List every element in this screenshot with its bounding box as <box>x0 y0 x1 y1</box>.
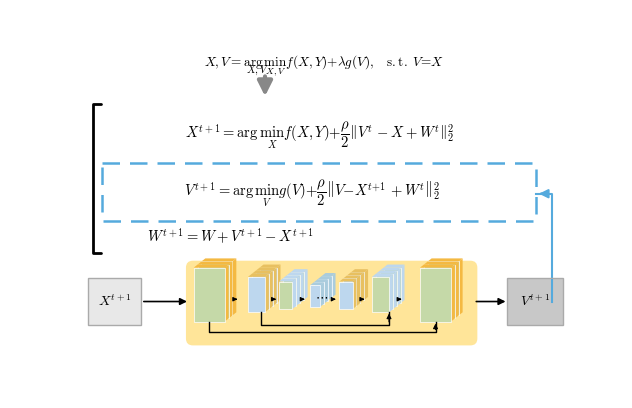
FancyBboxPatch shape <box>186 261 477 346</box>
Polygon shape <box>300 272 304 303</box>
Polygon shape <box>351 269 368 272</box>
Polygon shape <box>380 268 401 271</box>
Polygon shape <box>269 271 273 309</box>
Polygon shape <box>279 278 296 282</box>
Text: $\cdots$: $\cdots$ <box>315 290 328 304</box>
Bar <box>507 278 562 326</box>
Polygon shape <box>389 274 393 312</box>
Polygon shape <box>393 271 397 309</box>
Bar <box>428 262 459 315</box>
Polygon shape <box>202 258 236 262</box>
Polygon shape <box>364 269 368 300</box>
Polygon shape <box>397 268 401 306</box>
Polygon shape <box>360 272 364 303</box>
Text: $X, V = \arg\min_{X,V} f(X,Y)+\lambda g(V),\quad \mathrm{s.t.}\ V=X$: $X, V = \arg\min_{X,V} f(X,Y)+\lambda g(… <box>204 53 444 79</box>
Bar <box>347 275 360 303</box>
Polygon shape <box>304 269 308 300</box>
Bar <box>248 277 265 312</box>
Bar <box>198 264 229 319</box>
Text: $V^{t+1}=\arg\min_V g(V)+\dfrac{\rho}{2}\left\|V-X^{t+1}+W^t\right\|_2^2$: $V^{t+1}=\arg\min_V g(V)+\dfrac{\rho}{2}… <box>184 178 439 209</box>
Polygon shape <box>376 271 397 274</box>
Polygon shape <box>332 273 336 298</box>
Bar <box>283 278 296 306</box>
Bar <box>88 278 141 326</box>
Bar <box>287 275 300 303</box>
Text: $X^{t+1}$: $X^{t+1}$ <box>98 294 131 309</box>
Text: $W^{t+1}=W+V^{t+1}-X^{t+1}$: $W^{t+1}=W+V^{t+1}-X^{t+1}$ <box>147 226 313 246</box>
Polygon shape <box>291 269 308 272</box>
Polygon shape <box>401 264 404 303</box>
Polygon shape <box>428 258 463 262</box>
Text: $V^{t+1}$: $V^{t+1}$ <box>520 294 550 309</box>
Polygon shape <box>384 264 404 268</box>
Bar <box>343 278 356 306</box>
Bar <box>291 272 304 300</box>
Polygon shape <box>347 272 364 275</box>
Text: $X^{t+1}=\arg\min_X f(X,Y)+\dfrac{\rho}{2}\left\|V^t-X+W^t\right\|_2^2$: $X^{t+1}=\arg\min_X f(X,Y)+\dfrac{\rho}{… <box>185 120 454 151</box>
Polygon shape <box>229 262 233 319</box>
Bar <box>339 282 353 309</box>
Polygon shape <box>320 282 324 307</box>
Text: $X,V$: $X,V$ <box>246 64 269 77</box>
Polygon shape <box>233 258 236 315</box>
Polygon shape <box>193 264 229 268</box>
Polygon shape <box>324 279 328 304</box>
Polygon shape <box>372 274 393 277</box>
Polygon shape <box>248 274 269 277</box>
Polygon shape <box>256 268 277 271</box>
Polygon shape <box>265 274 269 312</box>
Bar <box>424 264 455 319</box>
Polygon shape <box>283 275 300 278</box>
Bar <box>314 282 324 304</box>
Polygon shape <box>318 276 332 279</box>
Polygon shape <box>277 264 281 303</box>
Polygon shape <box>455 262 459 319</box>
Polygon shape <box>322 273 336 276</box>
Polygon shape <box>328 276 332 301</box>
Polygon shape <box>273 268 277 306</box>
Bar <box>279 282 292 309</box>
Bar <box>202 262 233 315</box>
Polygon shape <box>420 264 455 268</box>
Bar <box>193 268 225 322</box>
Bar <box>351 272 364 300</box>
Bar <box>260 268 277 303</box>
Bar <box>372 277 389 312</box>
Polygon shape <box>343 275 360 278</box>
Polygon shape <box>292 278 296 309</box>
Bar <box>252 274 269 309</box>
Polygon shape <box>314 279 328 282</box>
Bar <box>420 268 451 322</box>
Bar <box>102 163 536 222</box>
Polygon shape <box>225 264 229 322</box>
Polygon shape <box>310 282 324 285</box>
Polygon shape <box>296 275 300 306</box>
Bar <box>310 285 320 307</box>
Bar <box>380 271 397 306</box>
Polygon shape <box>260 264 281 268</box>
Polygon shape <box>424 262 459 264</box>
Bar <box>318 279 328 301</box>
Polygon shape <box>451 264 455 322</box>
Bar <box>376 274 393 309</box>
Polygon shape <box>198 262 233 264</box>
Bar <box>256 271 273 306</box>
Polygon shape <box>339 278 356 282</box>
Polygon shape <box>252 271 273 274</box>
Polygon shape <box>353 278 356 309</box>
Bar <box>384 268 401 303</box>
Bar <box>322 276 332 298</box>
Polygon shape <box>356 275 360 306</box>
Polygon shape <box>459 258 463 315</box>
Polygon shape <box>287 272 304 275</box>
